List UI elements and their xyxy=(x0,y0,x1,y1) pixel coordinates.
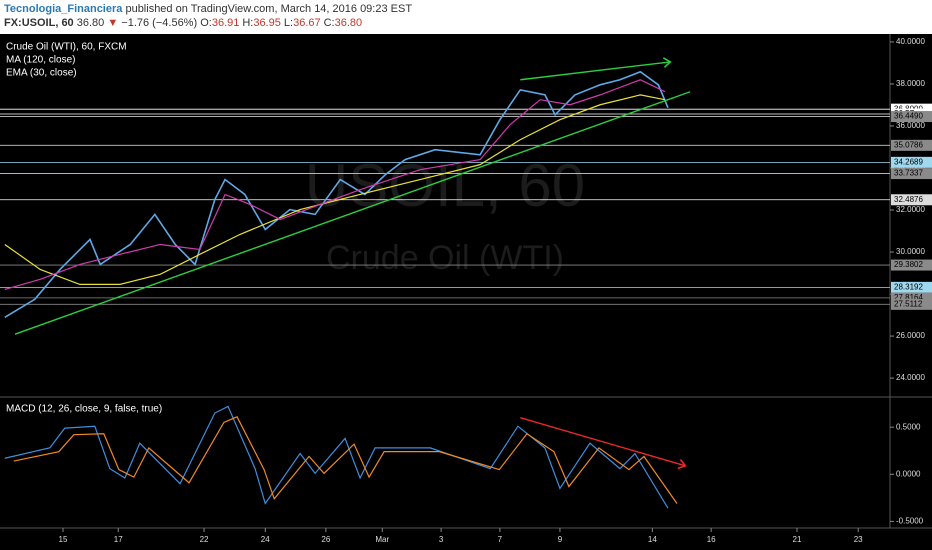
level-label: 27.8164 xyxy=(894,293,923,302)
level-box xyxy=(891,168,932,180)
level-label: 27.5112 xyxy=(894,299,923,308)
legend-entry: MA (120, close) xyxy=(6,55,75,66)
level-box xyxy=(891,194,932,206)
x-tick-label: 9 xyxy=(558,535,563,544)
symbol: FX:USOIL, 60 xyxy=(4,17,74,29)
y-tick-label: 24.0000 xyxy=(896,373,925,382)
y-tick-label: 40.0000 xyxy=(896,37,925,46)
level-label: 32.4876 xyxy=(894,195,923,204)
published: published on TradingView.com, March 14, … xyxy=(125,3,413,15)
legend-entry: EMA (30, close) xyxy=(6,68,77,79)
arrow: ▼ xyxy=(107,17,119,29)
y-tick-label: 26.0000 xyxy=(896,331,925,340)
header: Tecnologia_Financiera published on Tradi… xyxy=(0,0,932,34)
x-tick-label: 22 xyxy=(200,535,209,544)
level-label: 34.2689 xyxy=(894,157,923,166)
ohlc-label: O: xyxy=(200,17,212,29)
series-line xyxy=(13,416,678,504)
series-line xyxy=(4,70,669,319)
trendline xyxy=(14,91,691,335)
y-tick-label: 32.0000 xyxy=(896,205,925,214)
y-tick-label: -0.5000 xyxy=(896,517,924,526)
y-tick-label: 38.0000 xyxy=(896,79,925,88)
y-tick-label: 0.5000 xyxy=(896,422,921,431)
trendline-arrow xyxy=(677,458,687,470)
x-tick-label: 14 xyxy=(648,535,657,544)
x-tick-label: 24 xyxy=(261,535,270,544)
watermark: USOIL, 60 xyxy=(305,152,585,219)
y-tick-label: 30.0000 xyxy=(896,247,925,256)
symbol-line: FX:USOIL, 60 36.80 ▼ −1.76 (−4.56%) O:36… xyxy=(4,16,928,30)
x-tick-label: 7 xyxy=(498,535,503,544)
level-box xyxy=(891,139,932,151)
level-label: 28.3192 xyxy=(894,282,923,291)
level-box xyxy=(891,281,932,293)
watermark: Crude Oil (WTI) xyxy=(326,239,564,277)
x-tick-label: 21 xyxy=(793,535,802,544)
panel-title: Crude Oil (WTI), 60, FXCM xyxy=(6,42,127,53)
ohlc-value: 36.67 xyxy=(293,17,321,29)
series-line xyxy=(4,79,666,291)
chart: USOIL, 60 Crude Oil (WTI) Crude Oil (WTI),… xyxy=(0,34,932,550)
last: 36.80 xyxy=(76,17,105,29)
trendline xyxy=(520,417,686,467)
x-tick-label: 16 xyxy=(707,535,716,544)
y-tick-label: 36.0000 xyxy=(896,121,925,130)
ohlc: O:36.91 H:36.95 L:36.67 C:36.80 xyxy=(200,17,365,29)
ohlc-value: 36.95 xyxy=(253,17,281,29)
level-box xyxy=(891,292,932,304)
author-link[interactable]: Tecnologia_Financiera xyxy=(4,3,123,15)
x-tick-label: 15 xyxy=(59,535,68,544)
x-tick-label: 3 xyxy=(439,535,444,544)
level-box xyxy=(891,259,932,271)
ohlc-label: H: xyxy=(242,17,254,29)
level-box xyxy=(891,298,932,310)
x-tick-label: 17 xyxy=(114,535,123,544)
background xyxy=(0,34,932,550)
x-tick-label: 26 xyxy=(321,535,330,544)
ohlc-value: 36.91 xyxy=(211,17,240,29)
level-label: 33.7337 xyxy=(894,169,923,178)
level-box xyxy=(891,156,932,168)
x-tick-label: Mar xyxy=(375,535,389,544)
publish-line: Tecnologia_Financiera published on Tradi… xyxy=(4,2,928,16)
panel-title: MACD (12, 26, close, 9, false, true) xyxy=(6,404,162,415)
ohlc-label: C: xyxy=(323,17,335,29)
series-line xyxy=(4,405,669,509)
trendline xyxy=(520,61,671,81)
change: −1.76 (−4.56%) xyxy=(121,17,198,29)
ohlc-label: L: xyxy=(283,17,294,29)
level-box xyxy=(891,111,932,123)
series-line xyxy=(4,94,666,285)
x-tick-label: 23 xyxy=(854,535,863,544)
ohlc-value: 36.80 xyxy=(334,17,363,29)
y-tick-label: 0.0000 xyxy=(896,469,921,478)
level-label: 35.0786 xyxy=(894,140,923,149)
level-label: 36.4490 xyxy=(894,112,923,121)
level-label: 29.3802 xyxy=(894,260,923,269)
trendline-arrow xyxy=(662,57,672,68)
